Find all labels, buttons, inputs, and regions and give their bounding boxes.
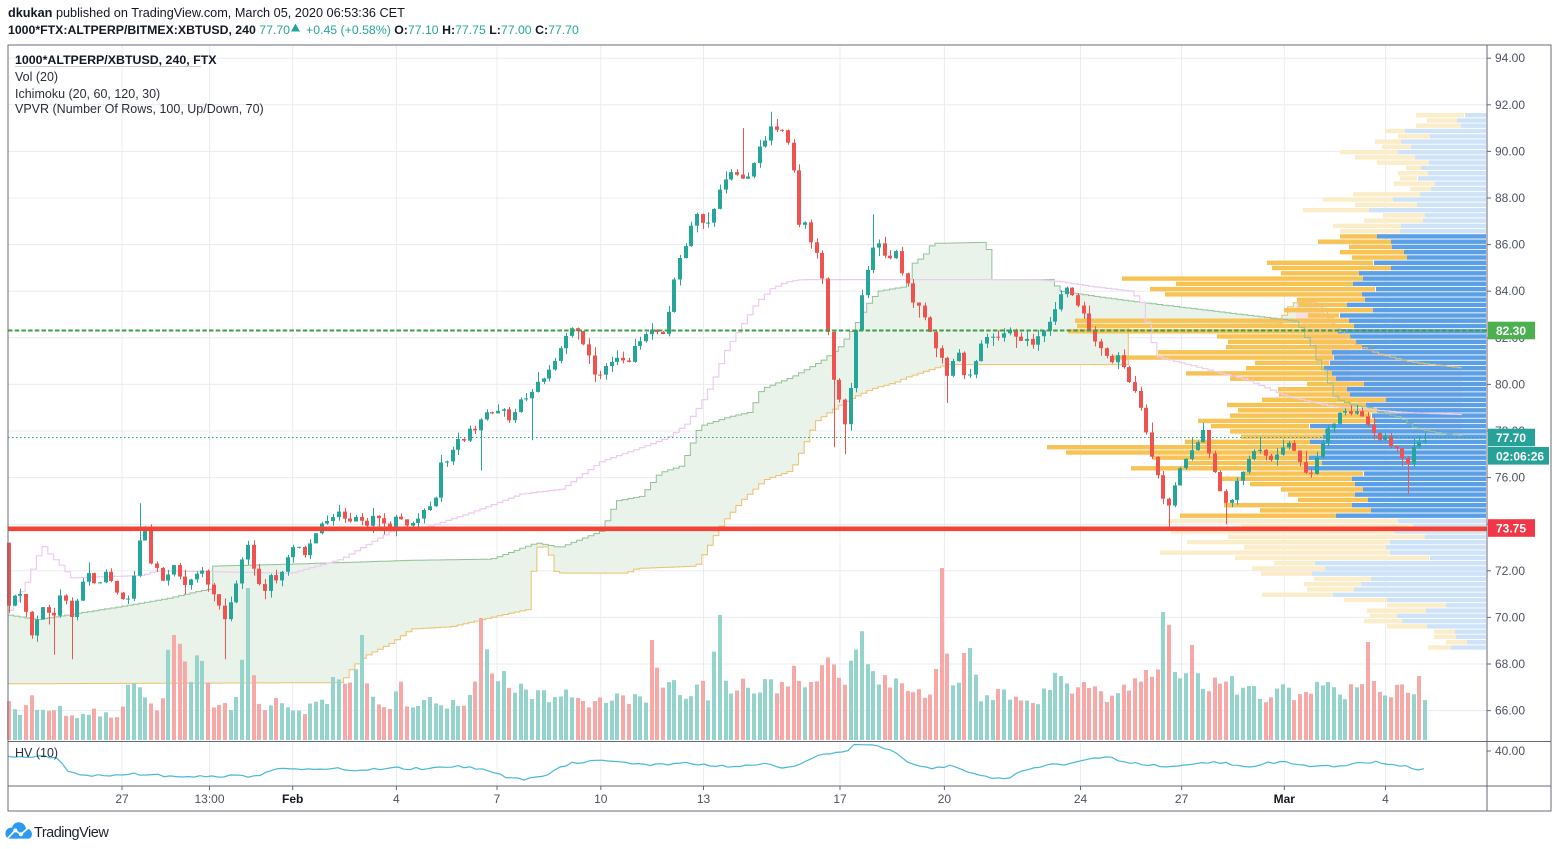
svg-text:94.00: 94.00 (1495, 51, 1525, 65)
svg-text:27: 27 (1175, 792, 1189, 806)
svg-text:66.00: 66.00 (1495, 704, 1525, 718)
svg-text:7: 7 (494, 792, 501, 806)
svg-text:1000*FTX:ALTPERP/BITMEX:XBTUSD: 1000*FTX:ALTPERP/BITMEX:XBTUSD, 240 77.7… (8, 23, 579, 37)
svg-text:4: 4 (393, 792, 400, 806)
svg-text:80.00: 80.00 (1495, 377, 1525, 391)
svg-text:13:00: 13:00 (194, 792, 224, 806)
svg-text:88.00: 88.00 (1495, 191, 1525, 205)
svg-text:Ichimoku (20, 60, 120, 30): Ichimoku (20, 60, 120, 30) (15, 87, 160, 101)
svg-text:13: 13 (697, 792, 711, 806)
svg-text:20: 20 (938, 792, 952, 806)
svg-text:17: 17 (833, 792, 847, 806)
svg-text:86.00: 86.00 (1495, 238, 1525, 252)
svg-text:TradingView: TradingView (34, 825, 109, 841)
svg-text:68.00: 68.00 (1495, 657, 1525, 671)
svg-text:Vol (20): Vol (20) (15, 70, 58, 84)
svg-text:84.00: 84.00 (1495, 284, 1525, 298)
svg-text:72.00: 72.00 (1495, 564, 1525, 578)
svg-text:77.70: 77.70 (1496, 431, 1526, 445)
svg-text:40.00: 40.00 (1495, 744, 1525, 758)
svg-text:HV (10): HV (10) (15, 746, 58, 760)
svg-text:4: 4 (1382, 792, 1389, 806)
svg-text:02:06:26: 02:06:26 (1496, 449, 1544, 463)
svg-text:Feb: Feb (282, 792, 303, 806)
svg-text:76.00: 76.00 (1495, 471, 1525, 485)
svg-text:73.75: 73.75 (1496, 522, 1526, 536)
svg-text:10: 10 (594, 792, 608, 806)
svg-text:27: 27 (115, 792, 129, 806)
svg-text:92.00: 92.00 (1495, 98, 1525, 112)
svg-text:VPVR (Number Of Rows, 100, Up/: VPVR (Number Of Rows, 100, Up/Down, 70) (15, 102, 264, 116)
svg-text:dkukan published on TradingVie: dkukan published on TradingView.com, Mar… (8, 6, 405, 20)
svg-text:1000*ALTPERP/XBTUSD, 240, FTX: 1000*ALTPERP/XBTUSD, 240, FTX (15, 53, 217, 67)
svg-text:90.00: 90.00 (1495, 144, 1525, 158)
svg-text:82.30: 82.30 (1496, 324, 1526, 338)
svg-text:24: 24 (1074, 792, 1088, 806)
svg-text:Mar: Mar (1274, 792, 1296, 806)
svg-text:70.00: 70.00 (1495, 610, 1525, 624)
